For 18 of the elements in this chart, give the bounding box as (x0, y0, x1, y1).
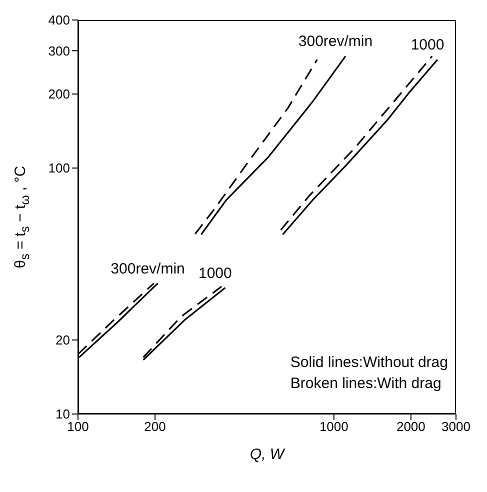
y-tick-label: 400 (48, 12, 70, 28)
series-label: 1000 (410, 36, 444, 54)
x-tick-label: 3000 (442, 419, 470, 434)
x-tick-label: 200 (144, 419, 166, 434)
x-axis-title: Q, W (248, 446, 286, 463)
annotation: Solid lines:Without drag (290, 353, 448, 373)
annotation: Broken lines:With drag (290, 374, 442, 394)
series-label: 300rev/min (298, 33, 373, 50)
x-tick-label: 100 (67, 419, 89, 434)
y-tick-label: 300 (48, 43, 70, 58)
series-label: 1000 (198, 264, 232, 282)
y-tick-label: 10 (56, 406, 70, 422)
series-label: 300rev/min (110, 260, 185, 278)
x-tick-label: 2000 (396, 419, 426, 434)
y-tick-label: 20 (56, 332, 70, 348)
y-tick-label: 200 (48, 86, 70, 102)
y-tick-label: 100 (48, 160, 70, 176)
x-tick-label: 1000 (319, 419, 348, 434)
